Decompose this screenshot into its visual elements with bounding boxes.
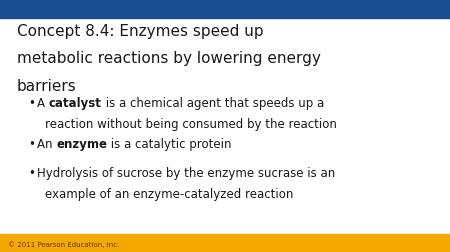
Text: reaction without being consumed by the reaction: reaction without being consumed by the r… (45, 117, 337, 130)
Text: © 2011 Pearson Education, Inc.: © 2011 Pearson Education, Inc. (8, 240, 120, 247)
Bar (0, 0, 450, 19)
Bar (0, 234, 450, 252)
Text: catalyst: catalyst (49, 96, 102, 109)
Text: metabolic reactions by lowering energy: metabolic reactions by lowering energy (17, 51, 321, 66)
Text: •: • (28, 137, 35, 150)
Text: •: • (28, 96, 35, 109)
Text: barriers: barriers (17, 78, 77, 93)
Text: example of an enzyme-catalyzed reaction: example of an enzyme-catalyzed reaction (45, 188, 293, 201)
Text: A: A (37, 96, 49, 109)
Text: Hydrolysis of sucrose by the enzyme sucrase is an: Hydrolysis of sucrose by the enzyme sucr… (37, 167, 335, 180)
Text: enzyme: enzyme (56, 137, 107, 150)
Text: is a chemical agent that speeds up a: is a chemical agent that speeds up a (102, 96, 324, 109)
Text: •: • (28, 167, 35, 180)
Text: Concept 8.4: Enzymes speed up: Concept 8.4: Enzymes speed up (17, 24, 264, 39)
Text: An: An (37, 137, 56, 150)
Text: is a catalytic protein: is a catalytic protein (107, 137, 232, 150)
